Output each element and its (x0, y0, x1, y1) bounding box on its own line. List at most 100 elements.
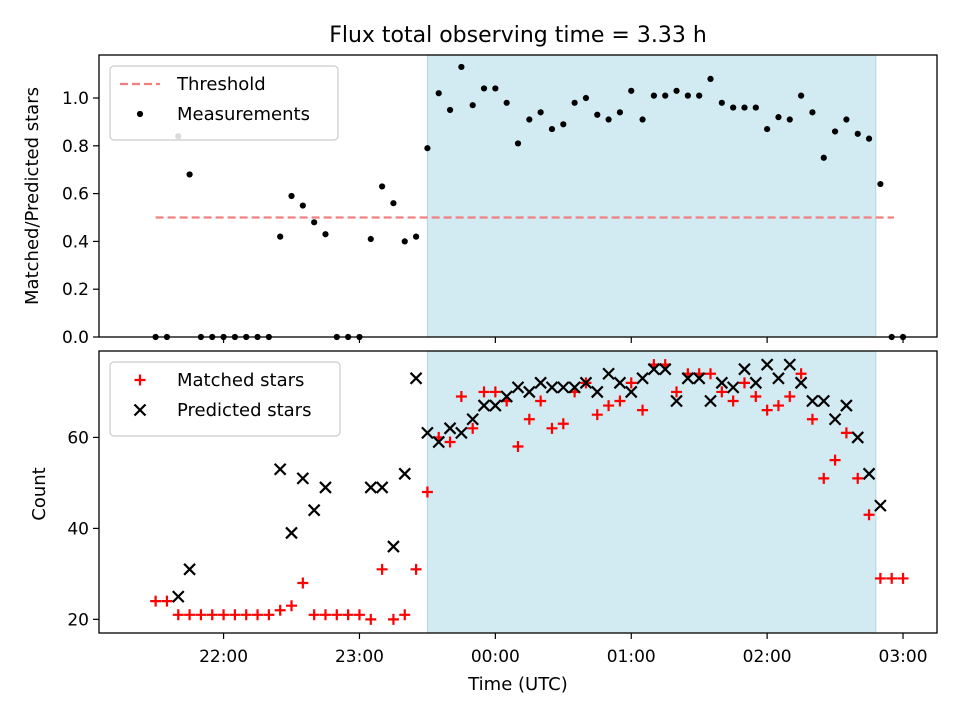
matched-stars-point (172, 609, 184, 621)
predicted-stars-point (409, 372, 423, 385)
measurement-point (775, 114, 782, 121)
measurement-point (650, 92, 657, 99)
predicted-stars-point (477, 399, 491, 412)
matched-stars-point (353, 609, 365, 621)
chart-title: Flux total observing time = 3.33 h (329, 23, 707, 48)
measurement-point (469, 102, 476, 109)
predicted-stars-point (862, 467, 876, 481)
x-tick-label: 00:00 (471, 647, 520, 667)
measurement-point (752, 104, 759, 111)
measurement-point (865, 135, 873, 142)
predicted-stars-point (579, 376, 593, 390)
measurement-point (503, 99, 510, 106)
measurement-point (401, 238, 408, 245)
predicted-stars-point (783, 358, 797, 371)
bottom-y-tick-label: 20 (67, 610, 89, 630)
top-y-tick-label: 0.8 (62, 137, 89, 157)
predicted-stars-point (489, 399, 502, 412)
measurement-point (696, 92, 703, 99)
measurement-point (628, 87, 635, 94)
predicted-stars-point (500, 390, 513, 403)
matched-stars-point (863, 509, 875, 521)
matched-stars-point (184, 609, 196, 621)
top-observing-window-band (426, 54, 877, 338)
predicted-stars-point (760, 358, 774, 371)
matched-stars-point (399, 609, 411, 621)
measurement-point (730, 104, 737, 111)
predicted-stars-point (523, 385, 536, 399)
matched-stars-point (206, 609, 218, 621)
matched-stars-point (150, 595, 162, 607)
predicted-stars-point (568, 381, 581, 394)
x-axis-label: Time (UTC) (467, 674, 568, 695)
matched-stars-point (229, 609, 241, 621)
matched-stars-point (444, 436, 456, 448)
measurement-point (186, 171, 193, 178)
matched-stars-point (772, 400, 784, 412)
bottom-legend: Matched stars Predicted stars (109, 361, 341, 437)
measurement-point (390, 200, 397, 207)
matched-stars-point (274, 604, 286, 616)
measurement-point (458, 63, 465, 71)
measurement-point (820, 154, 827, 161)
matched-stars-point (218, 609, 230, 621)
matched-stars-point (455, 390, 467, 402)
legend-predicted-swatch (133, 403, 147, 417)
matched-stars-point (614, 395, 626, 407)
predicted-stars-point (636, 372, 649, 385)
matched-stars-point (263, 609, 275, 621)
bottom-observing-window-band (426, 350, 877, 634)
measurement-point (322, 231, 329, 238)
matched-stars-point (478, 386, 490, 398)
measurement-point (446, 106, 454, 114)
measurement-point (571, 99, 578, 106)
predicted-stars-point (772, 372, 785, 385)
top-panel: 0.0 0.2 0.4 0.6 0.8 1.0 Threshold Measurements (62, 54, 938, 348)
predicted-stars-point (647, 362, 661, 376)
top-y-tick-label: 0.4 (62, 232, 89, 252)
measurement-point (560, 121, 567, 128)
predicted-stars-point (806, 394, 819, 408)
predicted-stars-point (364, 481, 378, 494)
bottom-series-x (171, 358, 887, 603)
matched-stars-point (489, 386, 501, 398)
predicted-stars-point (466, 412, 479, 426)
legend-label: Measurements (177, 104, 310, 125)
matched-stars-point (512, 441, 524, 453)
matched-stars-point (750, 390, 762, 402)
measurement-point (412, 233, 420, 240)
predicted-stars-point (692, 372, 706, 385)
matched-stars-point (705, 368, 717, 380)
matched-stars-point (625, 377, 637, 389)
predicted-stars-point (387, 540, 400, 553)
predicted-stars-point (421, 426, 434, 440)
predicted-stars-point (432, 435, 446, 449)
x-tick-label: 01:00 (607, 647, 656, 667)
matched-stars-point (886, 572, 898, 584)
x-tick-label: 02:00 (743, 647, 792, 667)
matched-stars-point (591, 409, 603, 421)
measurement-point (379, 183, 386, 190)
predicted-stars-point (851, 431, 865, 444)
top-legend: Threshold Measurements (109, 65, 339, 141)
measurement-point (684, 92, 691, 99)
predicted-stars-point (840, 399, 853, 412)
matched-stars-point (761, 404, 773, 416)
bottom-panel: 20 40 60 22:00 23:00 00:00 01:00 02:00 03:00 Matc… (67, 350, 938, 667)
measurement-point (616, 109, 624, 116)
matched-stars-point (535, 395, 547, 407)
predicted-stars-point (511, 381, 525, 394)
predicted-stars-point (602, 367, 615, 381)
predicted-stars-point (738, 362, 751, 376)
measurement-point (311, 219, 318, 226)
matched-stars-point (240, 609, 252, 621)
predicted-stars-point (557, 381, 570, 394)
measurement-point (764, 125, 771, 133)
matched-stars-point (308, 609, 320, 621)
matched-stars-point (795, 368, 807, 380)
measurement-point (537, 109, 544, 116)
matched-stars-point (637, 404, 649, 416)
predicted-stars-point (817, 394, 831, 408)
predicted-stars-point (726, 381, 740, 394)
